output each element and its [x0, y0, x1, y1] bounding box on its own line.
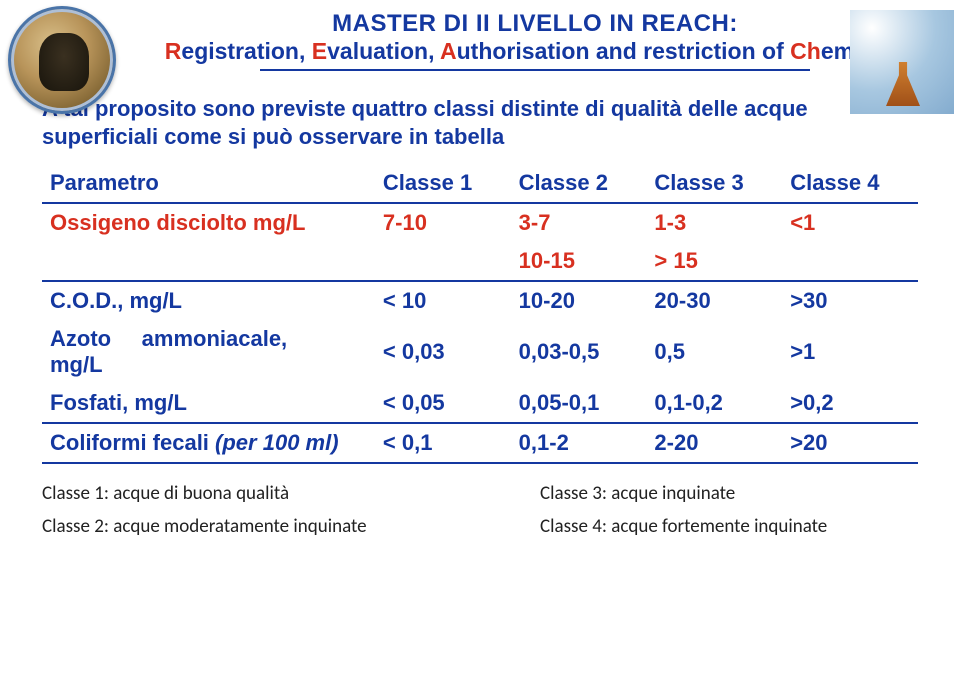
cell: 0,1-2 [511, 423, 647, 463]
row-label: Ossigeno disciolto mg/L [42, 203, 375, 242]
cell: 3-7 [511, 203, 647, 242]
table-header-row: Parametro Classe 1 Classe 2 Classe 3 Cla… [42, 164, 918, 203]
water-quality-table: Parametro Classe 1 Classe 2 Classe 3 Cla… [42, 164, 918, 464]
reach-badge-icon [850, 10, 954, 114]
accent-A: A [440, 38, 457, 64]
row-label: Azoto ammoniacale, mg/L [42, 320, 375, 384]
row-label [42, 242, 375, 281]
cell: 7-10 [375, 203, 511, 242]
cell: 0,03-0,5 [511, 320, 647, 384]
th-classe3: Classe 3 [646, 164, 782, 203]
cell: < 10 [375, 281, 511, 320]
cell: 0,05-0,1 [511, 384, 647, 423]
title-line-1: MASTER DI II LIVELLO IN REACH: [130, 10, 940, 38]
row-label: Coliformi fecali (per 100 ml) [42, 423, 375, 463]
cell: <1 [782, 203, 918, 242]
intro-paragraph: A tal proposito sono previste quattro cl… [42, 95, 918, 150]
cell: 20-30 [646, 281, 782, 320]
cell: 10-15 [511, 242, 647, 281]
cell [782, 242, 918, 281]
cell [375, 242, 511, 281]
legend-item: Classe 1: acque di buona qualità [42, 482, 420, 505]
legend-col-right: Classe 3: acque inquinate Classe 4: acqu… [540, 482, 918, 548]
legend-block: Classe 1: acque di buona qualità Classe … [0, 464, 960, 548]
cell: < 0,1 [375, 423, 511, 463]
legend-item: Classe 3: acque inquinate [540, 482, 918, 505]
content-area: A tal proposito sono previste quattro cl… [0, 77, 960, 464]
table-row: C.O.D., mg/L < 10 10-20 20-30 >30 [42, 281, 918, 320]
th-classe1: Classe 1 [375, 164, 511, 203]
accent-E: E [312, 38, 327, 64]
cell: 2-20 [646, 423, 782, 463]
cell: 10-20 [511, 281, 647, 320]
header-divider [260, 69, 810, 71]
table-row: 10-15 > 15 [42, 242, 918, 281]
university-seal-icon [8, 6, 116, 114]
cell: >20 [782, 423, 918, 463]
row-label: C.O.D., mg/L [42, 281, 375, 320]
th-classe2: Classe 2 [511, 164, 647, 203]
cell: 0,1-0,2 [646, 384, 782, 423]
legend-col-left: Classe 1: acque di buona qualità Classe … [42, 482, 420, 548]
row-label: Fosfati, mg/L [42, 384, 375, 423]
cell: >30 [782, 281, 918, 320]
cell: < 0,05 [375, 384, 511, 423]
accent-R: R [165, 38, 182, 64]
table-row: Coliformi fecali (per 100 ml) < 0,1 0,1-… [42, 423, 918, 463]
cell: 1-3 [646, 203, 782, 242]
cell: > 15 [646, 242, 782, 281]
cell: < 0,03 [375, 320, 511, 384]
legend-item: Classe 2: acque moderatamente inquinate [42, 515, 420, 538]
cell: 0,5 [646, 320, 782, 384]
accent-Ch: Ch [790, 38, 821, 64]
th-parametro: Parametro [42, 164, 375, 203]
table-row: Fosfati, mg/L < 0,05 0,05-0,1 0,1-0,2 >0… [42, 384, 918, 423]
title-line-2: Registration, Evaluation, Authorisation … [130, 38, 940, 65]
table-row: Ossigeno disciolto mg/L 7-10 3-7 1-3 <1 [42, 203, 918, 242]
slide-header: MASTER DI II LIVELLO IN REACH: Registrat… [0, 0, 960, 77]
cell: >1 [782, 320, 918, 384]
cell: >0,2 [782, 384, 918, 423]
table-row: Azoto ammoniacale, mg/L < 0,03 0,03-0,5 … [42, 320, 918, 384]
th-classe4: Classe 4 [782, 164, 918, 203]
legend-item: Classe 4: acque fortemente inquinate [540, 515, 918, 538]
